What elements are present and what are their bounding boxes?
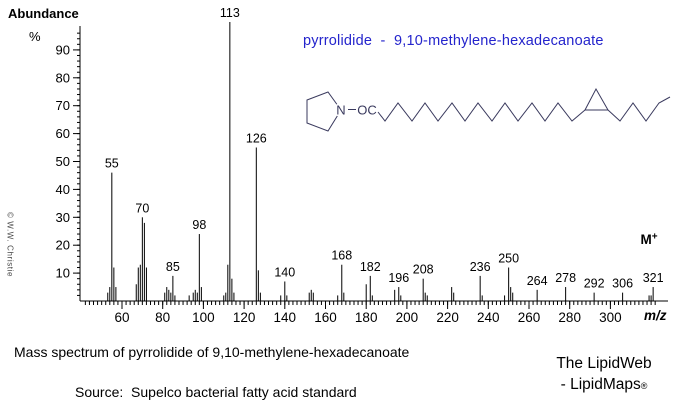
x-tick-label: 140 (274, 310, 297, 325)
registered-mark: ® (640, 381, 648, 391)
y-tick-label: 50 (56, 154, 70, 169)
y-tick-label: 60 (56, 126, 70, 141)
x-tick-label: 300 (599, 310, 622, 325)
peak-label: 98 (192, 218, 206, 232)
peak-label: 55 (105, 157, 119, 171)
peak-label: 278 (555, 271, 576, 285)
caption-source: Source: Supelco bacterial fatty acid sta… (75, 384, 357, 400)
peak-label: 85 (166, 260, 180, 274)
x-tick-label: 120 (233, 310, 256, 325)
peak-label: 113 (220, 6, 240, 20)
copyright-watermark: © W.W. Christie (5, 211, 15, 278)
peak-label: 196 (388, 271, 409, 285)
x-tick-label: 160 (314, 310, 337, 325)
y-axis-unit: % (29, 29, 41, 44)
y-axis-title: Abundance (8, 6, 79, 21)
x-tick-label: 180 (355, 310, 378, 325)
credit-line2: - LipidMaps® (560, 376, 648, 393)
nitrogen-mask (334, 103, 348, 117)
x-tick-label: 80 (155, 310, 170, 325)
site-credit: The LipidWeb - LipidMaps® (545, 353, 663, 397)
peak-label: 306 (612, 277, 633, 291)
x-tick-label: 100 (192, 310, 215, 325)
chart-title: pyrrolidide - 9,10-methylene-hexadecanoa… (303, 33, 604, 49)
x-tick-label: 260 (518, 310, 541, 325)
x-tick-label: 240 (477, 310, 500, 325)
nitrogen-label: N (336, 103, 345, 118)
y-tick-label: 90 (56, 42, 70, 57)
plot-layer: 10 20 30 40 50 60 70 80 90 60 80 100 120 140 160 180 200… (56, 6, 668, 325)
x-tick-label: 280 (558, 310, 581, 325)
peak-label: 140 (274, 265, 295, 279)
y-tick-label: 20 (56, 238, 70, 253)
x-axis-title: m/z (644, 308, 667, 323)
y-tick-label: 80 (56, 70, 70, 85)
x-tick-label: 220 (436, 310, 459, 325)
peak-label: 182 (360, 260, 381, 274)
peak-label: 236 (470, 260, 491, 274)
peak-label: 250 (498, 252, 519, 266)
y-tick-label: 30 (56, 210, 70, 225)
peak-label: 321 (643, 271, 664, 285)
caption-main: Mass spectrum of pyrrolidide of 9,10-met… (14, 344, 410, 360)
y-tick-label: 40 (56, 182, 70, 197)
peak-label: 264 (527, 274, 548, 288)
acyl-chain-right (607, 96, 671, 122)
peak-label: 208 (413, 263, 434, 277)
peak-label: 70 (135, 201, 149, 215)
x-tick-label: 200 (396, 310, 419, 325)
chemical-structure-drawing: N OC (306, 87, 671, 132)
cyclopropane-ring (584, 87, 609, 111)
y-tick-label: 70 (56, 98, 70, 113)
acyl-chain-left (377, 102, 586, 122)
pyrrolidine-ring (306, 91, 342, 132)
credit-line1: The LipidWeb (556, 355, 652, 372)
y-tick-label: 10 (56, 266, 70, 281)
peak-label: 168 (331, 249, 352, 263)
x-tick-label: 60 (114, 310, 129, 325)
molecular-ion-label: M+ (640, 232, 657, 248)
carbonyl-label: OC (357, 103, 377, 118)
peak-label: 292 (584, 277, 605, 291)
peak-label: 126 (246, 132, 267, 146)
